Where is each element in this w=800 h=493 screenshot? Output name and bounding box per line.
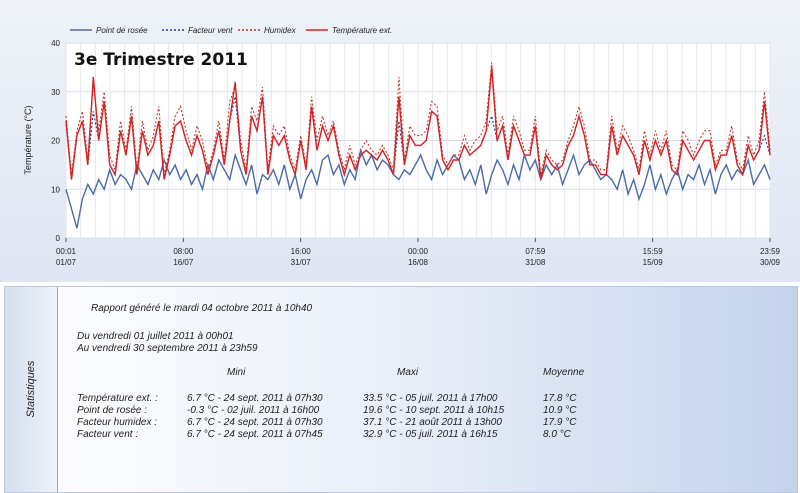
stat-row-maxi: 33.5 °C - 05 juil. 2011 à 17h00 (363, 393, 498, 404)
x-tick-date: 30/09 (760, 258, 781, 267)
header-maxi: Maxi (397, 367, 419, 378)
report-generated-line: Rapport généré le mardi 04 octobre 2011 … (91, 303, 313, 314)
stat-row-moyenne: 17.9 °C (543, 417, 577, 428)
stat-row-maxi: 32.9 °C - 05 juil. 2011 à 16h15 (363, 429, 498, 440)
chart-panel: Point de rosée Facteur vent Humidex Tempéra… (0, 0, 800, 282)
legend-label-1: Facteur vent (188, 26, 233, 35)
x-tick-date: 16/08 (408, 258, 429, 267)
header-mini: Mini (227, 367, 246, 378)
stat-row-maxi: 19.6 °C - 10 sept. 2011 à 10h15 (363, 405, 505, 416)
y-axis-label: Température (°C) (23, 105, 33, 174)
x-tick-time: 08:00 (173, 247, 194, 256)
chart-title: 3e Trimestre 2011 (74, 50, 248, 70)
legend: Point de rosée Facteur vent Humidex Tempéra… (70, 26, 392, 35)
stat-row-mini: 6.7 °C - 24 sept. 2011 à 07h30 (187, 417, 323, 428)
stat-row-mini: 6.7 °C - 24 sept. 2011 à 07h45 (187, 429, 323, 440)
x-tick-time: 00:01 (56, 247, 77, 256)
stat-row-label: Point de rosée : (77, 405, 148, 416)
temperature-chart: Point de rosée Facteur vent Humidex Tempéra… (23, 26, 781, 267)
x-tick-time: 15:59 (643, 247, 664, 256)
stat-row-label: Température ext. : (77, 393, 158, 404)
stat-row-moyenne: 10.9 °C (543, 405, 577, 416)
stat-row-label: Facteur vent : (77, 429, 139, 440)
y-tick-label: 30 (51, 88, 60, 97)
x-tick-date: 01/07 (56, 258, 77, 267)
period-to-line: Au vendredi 30 septembre 2011 à 23h59 (77, 343, 258, 354)
y-tick-label: 40 (51, 39, 60, 48)
statistics-panel: Statistiques Rapport généré le mardi 04 … (4, 286, 798, 493)
y-tick-label: 10 (51, 185, 60, 194)
x-tick-date: 16/07 (173, 258, 194, 267)
legend-label-0: Point de rosée (96, 26, 148, 35)
statistics-side-label: Statistiques (25, 360, 37, 418)
x-tick-time: 07:59 (525, 247, 546, 256)
stat-row-mini: 6.7 °C - 24 sept. 2011 à 07h30 (187, 393, 323, 404)
series-line-3 (65, 67, 771, 180)
y-tick-label: 0 (56, 234, 61, 243)
x-tick-date: 15/09 (643, 258, 664, 267)
stat-row-moyenne: 17.8 °C (543, 393, 577, 404)
x-tick-time: 16:00 (291, 247, 312, 256)
stat-row-mini: -0.3 °C - 02 juil. 2011 à 16h00 (187, 405, 320, 416)
y-tick-label: 20 (51, 137, 60, 146)
x-tick-time: 23:59 (760, 247, 781, 256)
statistics-side-bar: Statistiques (5, 287, 58, 492)
legend-label-3: Température ext. (332, 26, 392, 35)
series-line-0 (65, 147, 771, 229)
x-tick-date: 31/08 (525, 258, 546, 267)
header-moyenne: Moyenne (543, 367, 585, 378)
period-from-line: Du vendredi 01 juillet 2011 à 00h01 (77, 331, 234, 342)
stat-row-maxi: 37.1 °C - 21 août 2011 à 13h00 (363, 417, 502, 428)
axes: 0 10 20 30 40 00:01 01/07 08:00 16/07 16:00 31/07 0… (51, 39, 780, 267)
x-tick-date: 31/07 (291, 258, 312, 267)
x-tick-time: 00:00 (408, 247, 429, 256)
legend-label-2: Humidex (264, 26, 297, 35)
stat-row-moyenne: 8.0 °C (543, 429, 571, 440)
stat-row-label: Facteur humidex : (77, 417, 158, 428)
series-lines (65, 62, 771, 229)
series-line-2 (65, 62, 771, 175)
